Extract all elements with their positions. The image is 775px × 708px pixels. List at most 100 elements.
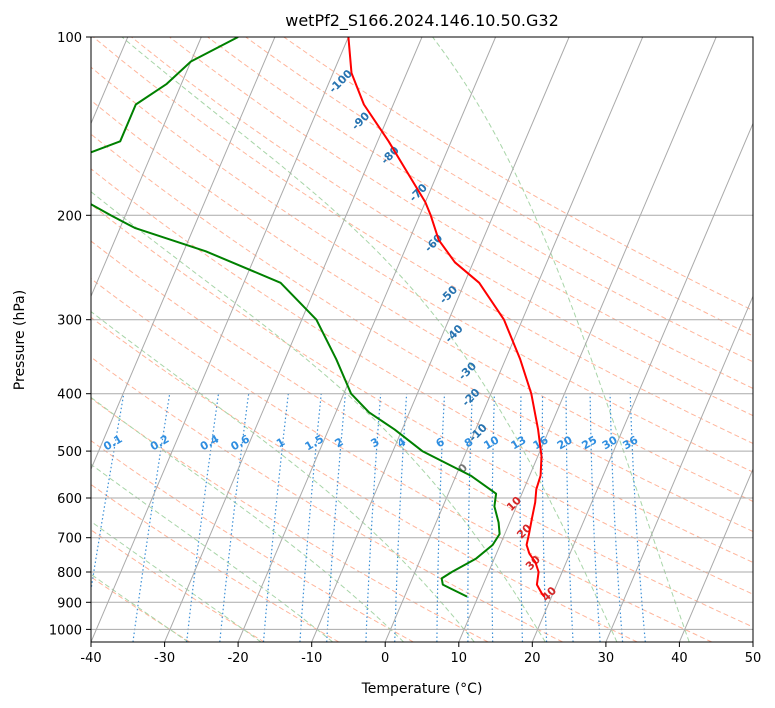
y-tick-label: 1000: [49, 623, 82, 638]
theta-label: -50: [437, 283, 460, 306]
mixing-ratio-line: [565, 393, 574, 642]
dry-adiabat-line: [91, 316, 638, 642]
moist-adiabat-line: [432, 37, 690, 642]
theta-label: -20: [459, 386, 482, 409]
isotherm-line: [458, 37, 717, 642]
mixing-ratio-line: [262, 393, 289, 642]
moist-adiabat-label: 10: [504, 494, 524, 514]
x-axis-label: Temperature (°C): [361, 681, 483, 697]
y-tick-label: 200: [57, 209, 82, 224]
mixing-ratio-label: 0.6: [229, 432, 253, 453]
chart-title: wetPf2_S166.2024.146.10.50.G32: [285, 11, 559, 31]
x-tick-label: -20: [227, 651, 248, 666]
mixing-ratio-line: [589, 393, 601, 642]
temperature-profile-line: [347, 37, 546, 598]
dry-adiabat-line: [169, 37, 753, 389]
grid-layer: [91, 37, 753, 642]
dry-adiabat-line: [91, 397, 489, 642]
mixing-ratio-label: 3: [368, 435, 381, 450]
mixing-ratio-line: [436, 393, 446, 642]
isotherm-line: [384, 37, 644, 642]
mixing-ratio-label: 4: [395, 435, 408, 450]
y-tick-label: 100: [57, 31, 82, 46]
mixing-ratio-label: 2: [332, 435, 345, 450]
x-tick-label: 10: [451, 651, 468, 666]
dry-adiabat-line: [91, 99, 753, 502]
mixing-ratio-line: [91, 393, 125, 594]
dry-adiabat-line: [91, 483, 340, 642]
x-tick-label: 20: [524, 651, 541, 666]
x-tick-label: 40: [671, 651, 688, 666]
y-axis-label: Pressure (hPa): [12, 290, 28, 390]
axis-tick-layer: -40 -30 -20 -10 0 10 20 30 40 5010020030040050060…: [49, 31, 761, 666]
dry-adiabat-line: [91, 529, 265, 642]
dry-adiabat-line: [207, 37, 753, 363]
theta-label: -70: [407, 181, 430, 204]
mixing-ratio-line: [491, 393, 495, 642]
isotherm-line: [311, 37, 570, 642]
dry-adiabat-line: [131, 37, 753, 417]
theta-label: -30: [456, 359, 479, 382]
mixing-ratio-label: 10: [481, 433, 501, 452]
dry-adiabat-line: [91, 203, 753, 595]
isotherm-line: [678, 467, 753, 642]
mixing-ratio-line: [609, 393, 624, 642]
series-layer: [91, 37, 546, 598]
mixing-ratio-label: 6: [434, 435, 447, 450]
mixing-ratio-line: [186, 393, 220, 642]
y-tick-label: 600: [57, 492, 82, 507]
mixing-ratio-line: [394, 393, 408, 642]
mixing-ratio-label: 1: [274, 435, 287, 450]
guide-label-layer: 0.1 0.2 0.4 0.6 1 1.5 2 3 4 6 8 10 13 16 20 25 30 36-100-…: [101, 67, 640, 604]
isotherm-line: [91, 37, 349, 642]
theta-label: -80: [379, 144, 402, 167]
x-tick-label: -10: [301, 651, 322, 666]
isotherm-line: [531, 122, 753, 642]
moist-adiabat-label: 30: [523, 553, 543, 573]
x-tick-label: 30: [598, 651, 615, 666]
isotherm-line: [237, 37, 497, 642]
mixing-ratio-label: 30: [600, 433, 620, 452]
mixing-ratio-label: 1.5: [303, 432, 326, 453]
mixing-ratio-line: [467, 393, 473, 642]
y-tick-label: 300: [57, 314, 82, 329]
mixing-ratio-line: [365, 393, 382, 642]
y-tick-label: 800: [57, 566, 82, 581]
x-tick-label: -30: [154, 651, 175, 666]
mixing-ratio-line: [132, 393, 171, 642]
moist-adiabat-line: [121, 37, 618, 642]
x-tick-label: 50: [745, 651, 762, 666]
dry-adiabat-line: [91, 576, 190, 642]
mixing-ratio-label: 0.2: [148, 432, 171, 453]
isotherm-line: [752, 640, 753, 642]
x-tick-label: 0: [381, 651, 389, 666]
mixing-ratio-line: [326, 393, 346, 642]
y-tick-label: 700: [57, 532, 82, 547]
isotherm-line: [91, 37, 276, 471]
mixing-ratio-label: 25: [579, 433, 599, 452]
mixing-ratio-line: [541, 393, 548, 642]
isotherm-line: [164, 37, 423, 642]
mixing-ratio-label: 36: [621, 433, 641, 452]
dry-adiabat-line: [91, 240, 753, 628]
mixing-ratio-line: [299, 393, 322, 642]
dewpoint-profile-line: [91, 37, 501, 598]
dry-adiabat-line: [91, 356, 563, 642]
isotherm-line: [605, 294, 753, 642]
moist-adiabat-line: [91, 573, 189, 642]
dry-adiabat-line: [91, 278, 713, 642]
y-tick-label: 500: [57, 445, 82, 460]
dry-adiabat-line: [91, 440, 414, 642]
moist-adiabat-line: [91, 310, 475, 642]
moist-adiabat-line: [91, 396, 404, 642]
mixing-ratio-label: 13: [509, 433, 529, 452]
moist-adiabat-line: [91, 191, 546, 642]
y-tick-label: 400: [57, 388, 82, 403]
mixing-ratio-line: [629, 393, 646, 642]
plot-frame: [90, 36, 754, 643]
dry-adiabat-line: [91, 133, 753, 533]
y-tick-label: 900: [57, 596, 82, 611]
x-tick-label: -40: [80, 651, 101, 666]
moist-adiabat-line: [91, 463, 334, 642]
